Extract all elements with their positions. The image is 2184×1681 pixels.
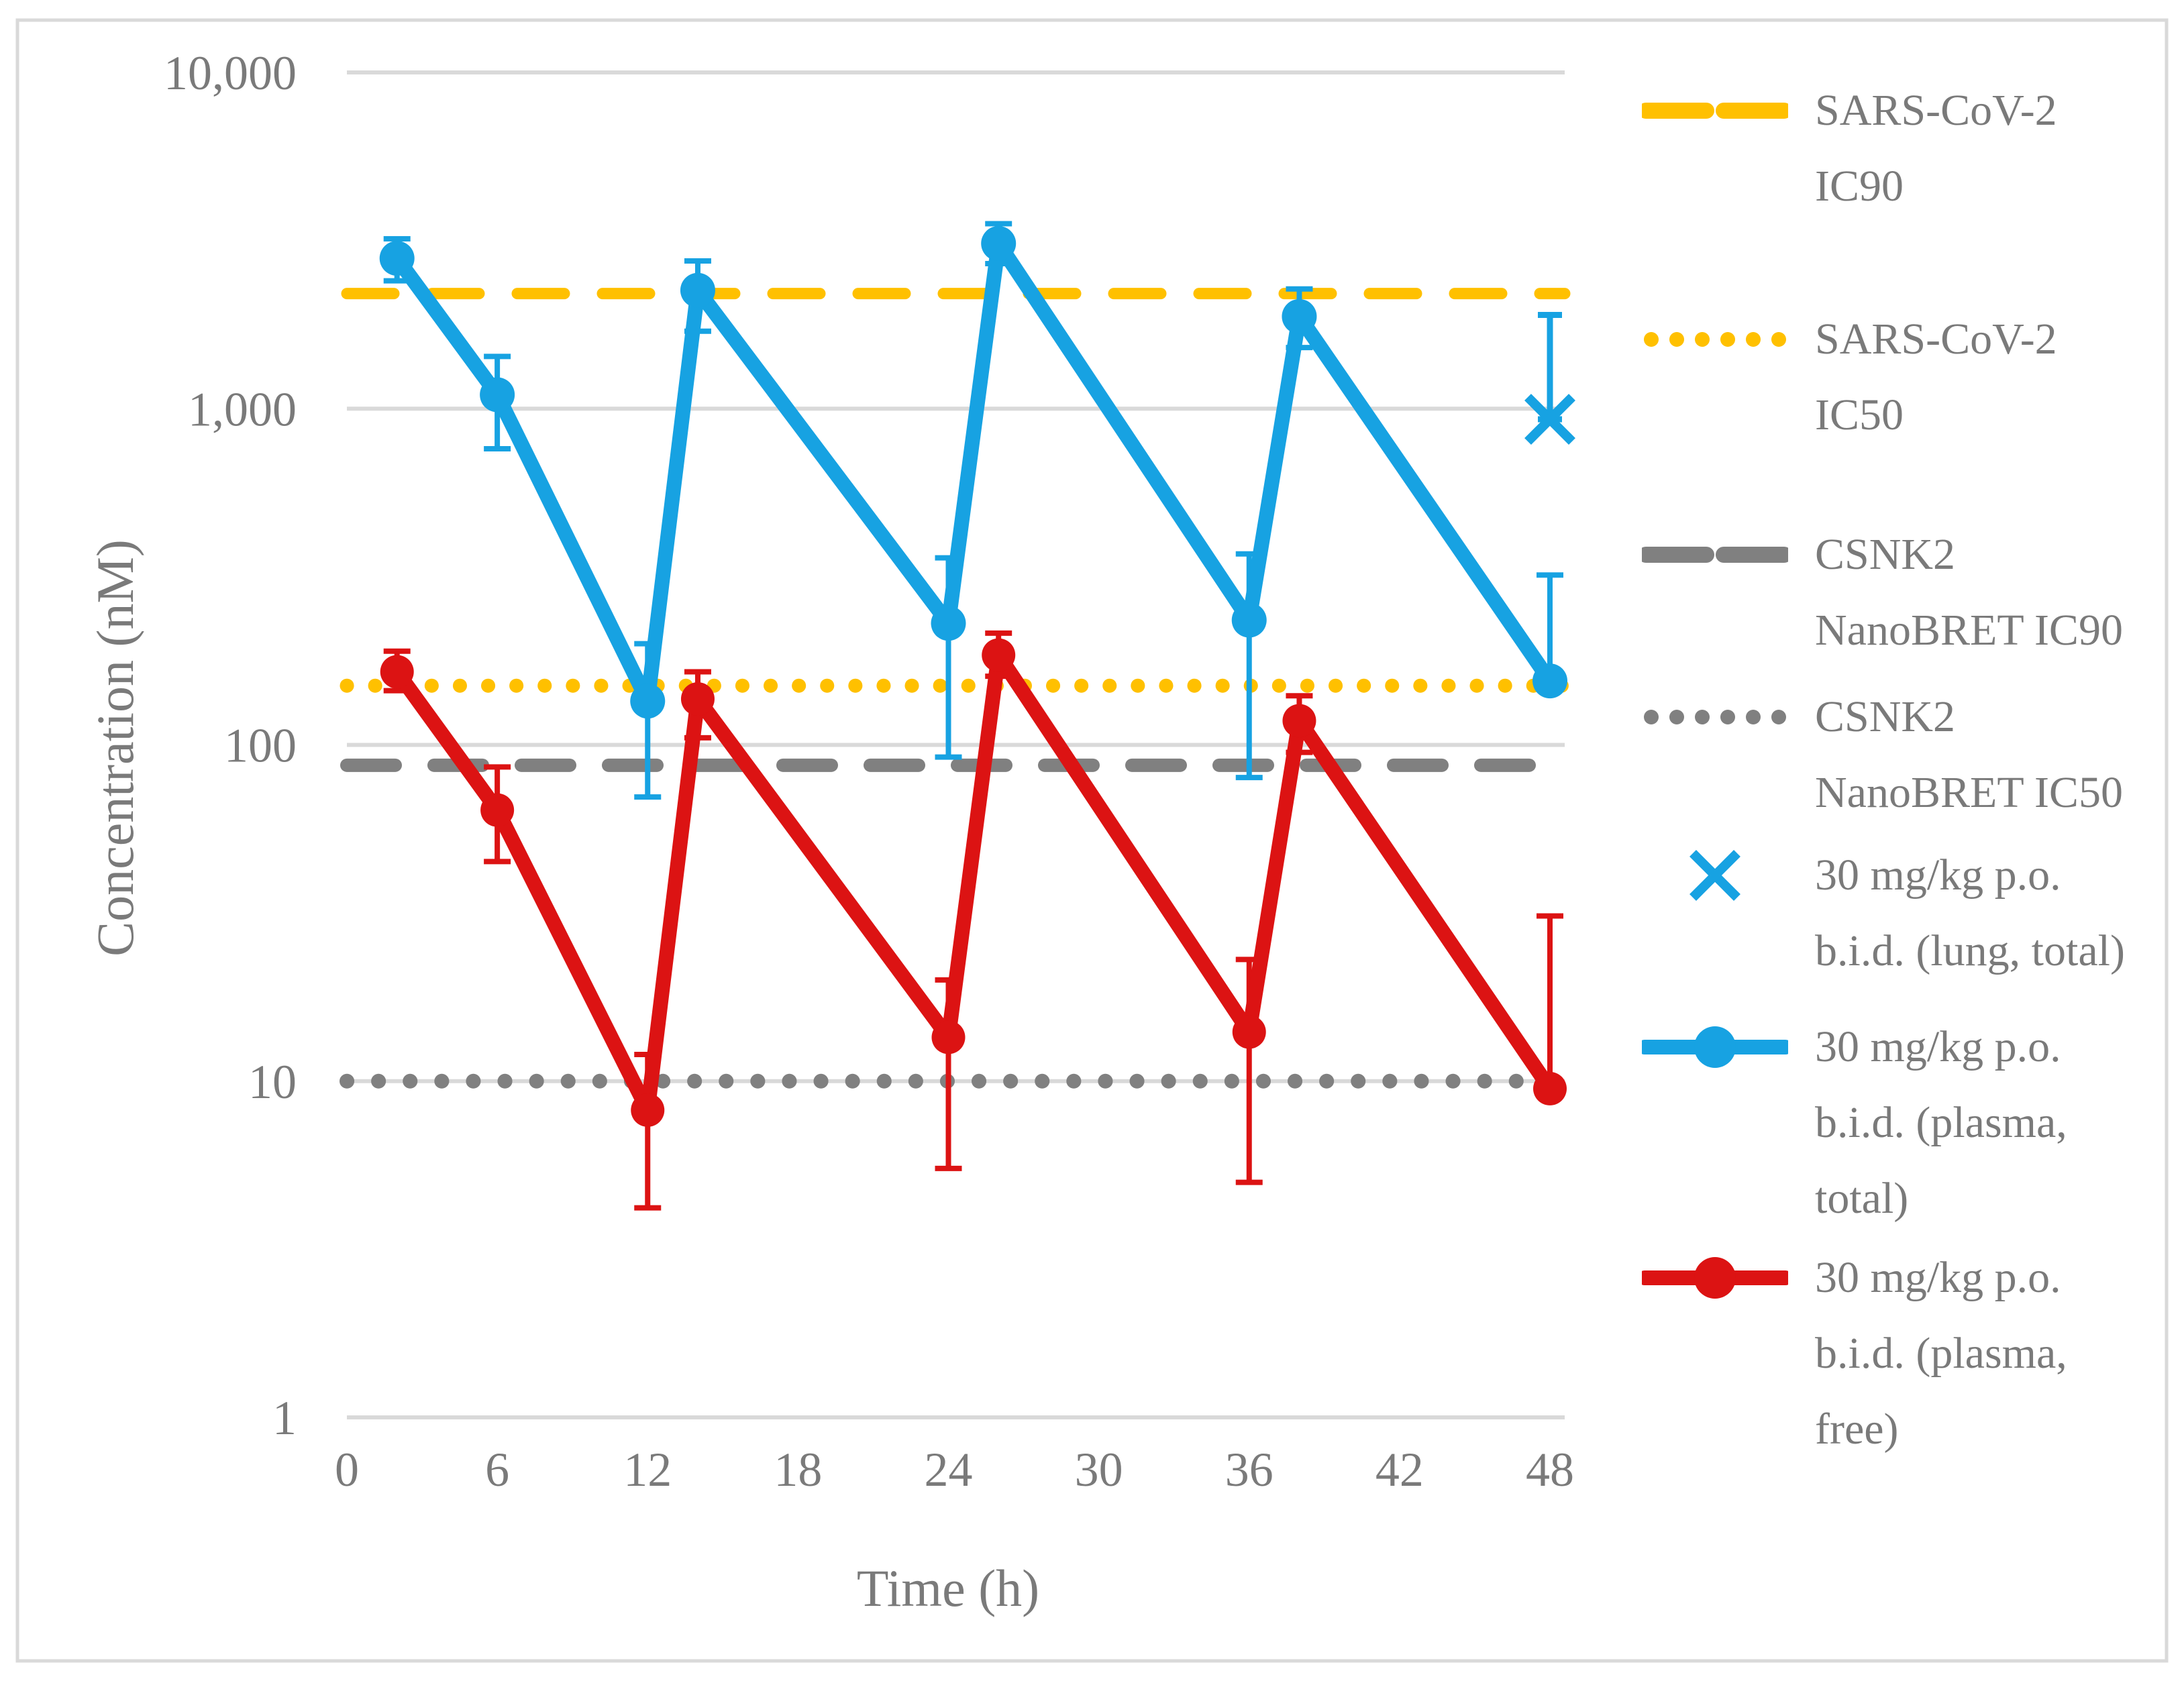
- data-point-plasma-free-t36: [1232, 1015, 1266, 1049]
- legend-item-sars-cov-2-ic90: SARS-CoV-2 IC90: [1642, 72, 2172, 224]
- data-point-plasma-total-t48: [1532, 663, 1567, 699]
- legend-item-csnk2-nanobret-ic90: CSNK2 NanoBRET IC90: [1642, 517, 2172, 668]
- y-tick-label: 10,000: [164, 46, 297, 100]
- data-point-plasma-free-t6: [480, 793, 515, 827]
- data-point-plasma-free-t38: [1282, 704, 1316, 738]
- error-bar-lung-total: [1538, 312, 1562, 423]
- data-point-plasma-free-t12: [631, 1093, 665, 1127]
- legend-line-circle-icon: [1642, 1240, 1788, 1315]
- data-point-plasma-total-t24: [931, 606, 966, 641]
- y-tick-label: 10: [248, 1055, 297, 1109]
- data-point-plasma-free-t48: [1533, 1071, 1567, 1105]
- legend-item-lung-total: 30 mg/kg p.o. b.i.d. (lung, total): [1642, 837, 2172, 989]
- x-tick-label: 30: [1075, 1443, 1123, 1497]
- series-line-plasma-total: [389, 235, 1557, 709]
- legend-item-label: SARS-CoV-2 IC50: [1815, 315, 2057, 439]
- legend-item-plasma-free: 30 mg/kg p.o. b.i.d. (plasma, free): [1642, 1240, 2172, 1467]
- legend-item-csnk2-nanobret-ic50: CSNK2 NanoBRET IC50: [1642, 679, 2172, 830]
- x-tick-label: 0: [335, 1443, 359, 1497]
- x-tick-label: 6: [485, 1443, 509, 1497]
- legend-x-icon: [1642, 837, 1788, 913]
- data-point-plasma-free-t26: [982, 638, 1016, 672]
- legend-item-label: CSNK2 NanoBRET IC50: [1815, 692, 2123, 817]
- data-point-plasma-total-t2: [379, 241, 415, 276]
- legend-item-label: 30 mg/kg p.o. b.i.d. (plasma, total): [1815, 1022, 2067, 1223]
- data-point-plasma-total-t36: [1231, 602, 1267, 638]
- data-point-plasma-free-t24: [931, 1020, 966, 1054]
- series-line-plasma-free: [389, 647, 1557, 1118]
- legend: SARS-CoV-2 IC90 SARS-CoV-2 IC50 CSNK2 Nano…: [1642, 72, 2172, 1467]
- x-tick-label: 24: [925, 1443, 973, 1497]
- legend-item-sars-cov-2-ic50: SARS-CoV-2 IC50: [1642, 301, 2172, 453]
- legend-item-label: SARS-CoV-2 IC90: [1815, 86, 2057, 211]
- legend-item-plasma-total: 30 mg/kg p.o. b.i.d. (plasma, total): [1642, 1009, 2172, 1236]
- figure-border: [15, 18, 2169, 1663]
- data-point-plasma-free-t14: [680, 682, 715, 716]
- legend-item-label: 30 mg/kg p.o. b.i.d. (lung, total): [1815, 851, 2125, 975]
- data-point-plasma-free-t2: [380, 655, 414, 689]
- legend-dash-icon: [1642, 517, 1788, 592]
- x-tick-label: 12: [623, 1443, 672, 1497]
- x-tick-label: 48: [1526, 1443, 1574, 1497]
- y-tick-label: 1,000: [188, 382, 297, 436]
- x-axis-title: Time (h): [856, 1559, 1040, 1617]
- y-axis-title: Concentration (nM): [86, 539, 144, 957]
- x-tick-label: 36: [1225, 1443, 1273, 1497]
- legend-dots-icon: [1642, 301, 1788, 377]
- data-point-plasma-total-t26: [981, 225, 1017, 261]
- x-tick-label: 42: [1375, 1443, 1424, 1497]
- data-point-plasma-total-t12: [630, 684, 666, 719]
- y-tick-label: 1: [272, 1391, 297, 1445]
- x-tick-label: 18: [774, 1443, 822, 1497]
- data-point-plasma-total-t14: [680, 272, 715, 308]
- legend-item-label: CSNK2 NanoBRET IC90: [1815, 530, 2123, 655]
- data-point-plasma-total-t6: [480, 377, 515, 413]
- legend-dash-icon: [1642, 72, 1788, 148]
- legend-item-label: 30 mg/kg p.o. b.i.d. (plasma, free): [1815, 1253, 2067, 1454]
- marker-x-lung-total: [1524, 394, 1575, 445]
- data-point-plasma-total-t38: [1282, 299, 1317, 334]
- legend-dots-icon: [1642, 679, 1788, 755]
- legend-line-circle-icon: [1642, 1009, 1788, 1085]
- y-tick-label: 100: [224, 719, 297, 773]
